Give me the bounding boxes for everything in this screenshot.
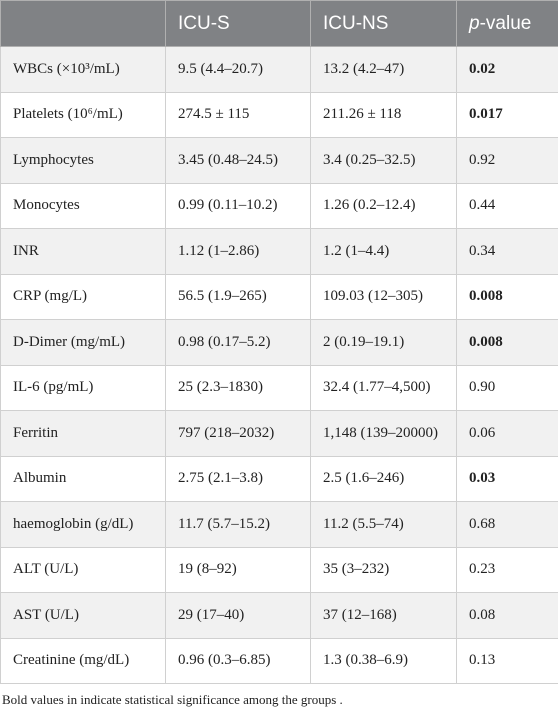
table-row: Platelets (10⁶/mL) 274.5 ± 115 211.26 ± 11… (0, 91, 558, 138)
table-cell: 0.06 (456, 410, 558, 457)
table-cell: 0.03 (456, 455, 558, 502)
table-cell: AST (U/L) (0, 592, 166, 639)
table-cell: 0.96 (0.3–6.85) (165, 637, 311, 684)
table-row: haemoglobin (g/dL) 11.7 (5.7–15.2) 11.2 (5… (0, 501, 558, 548)
table-cell: 25 (2.3–1830) (165, 364, 311, 411)
header-cell: ICU-S (165, 0, 311, 47)
table-cell: 35 (3–232) (310, 546, 457, 593)
table-cell: 1.3 (0.38–6.9) (310, 637, 457, 684)
table-cell: 0.92 (456, 137, 558, 184)
table-cell: 9.5 (4.4–20.7) (165, 46, 311, 93)
table-cell: 11.2 (5.5–74) (310, 501, 457, 548)
header-row: ICU-S ICU-NS p-value (0, 0, 558, 47)
table-cell: 37 (12–168) (310, 592, 457, 639)
header-cell: p-value (456, 0, 558, 47)
table-cell: 211.26 ± 118 (310, 91, 457, 138)
table-cell: 56.5 (1.9–265) (165, 273, 311, 320)
header-text: ICU-S (178, 12, 230, 34)
table-cell: 0.008 (456, 319, 558, 366)
table-cell: 2.75 (2.1–3.8) (165, 455, 311, 502)
table-cell: 0.08 (456, 592, 558, 639)
table-cell: haemoglobin (g/dL) (0, 501, 166, 548)
table-cell: 19 (8–92) (165, 546, 311, 593)
table-cell: Lymphocytes (0, 137, 166, 184)
table-cell: Albumin (0, 455, 166, 502)
table-cell: 0.008 (456, 273, 558, 320)
table-cell: 3.4 (0.25–32.5) (310, 137, 457, 184)
footnote: Bold values in indicate statistical sign… (2, 692, 343, 707)
table-cell: IL-6 (pg/mL) (0, 364, 166, 411)
table-cell: 0.017 (456, 91, 558, 138)
table-row: Lymphocytes 3.45 (0.48–24.5) 3.4 (0.25–32.… (0, 137, 558, 184)
table-cell: 1.2 (1–4.4) (310, 228, 457, 275)
table-cell: 0.98 (0.17–5.2) (165, 319, 311, 366)
table-cell: 0.23 (456, 546, 558, 593)
table-cell: 2.5 (1.6–246) (310, 455, 457, 502)
table-row: CRP (mg/L) 56.5 (1.9–265) 109.03 (12–305) 0… (0, 273, 558, 320)
table-cell: 29 (17–40) (165, 592, 311, 639)
table-cell: Monocytes (0, 182, 166, 229)
table-cell: 1.26 (0.2–12.4) (310, 182, 457, 229)
table-cell: 0.44 (456, 182, 558, 229)
table-cell: 2 (0.19–19.1) (310, 319, 457, 366)
table-cell: 3.45 (0.48–24.5) (165, 137, 311, 184)
table-cell: 274.5 ± 115 (165, 91, 311, 138)
table-cell: CRP (mg/L) (0, 273, 166, 320)
table-row: ALT (U/L) 19 (8–92) 35 (3–232) 0.23 (0, 546, 558, 593)
table-cell: 0.02 (456, 46, 558, 93)
header-text: -value (479, 12, 532, 34)
table-cell: Creatinine (mg/dL) (0, 637, 166, 684)
table-cell: 0.13 (456, 637, 558, 684)
table-cell: 11.7 (5.7–15.2) (165, 501, 311, 548)
table-cell: 32.4 (1.77–4,500) (310, 364, 457, 411)
table-cell: 0.90 (456, 364, 558, 411)
table-cell: 0.68 (456, 501, 558, 548)
table-row: Ferritin 797 (218–2032) 1,148 (139–20000) 0… (0, 410, 558, 457)
table-cell: WBCs (×10³/mL) (0, 46, 166, 93)
table-cell: 0.34 (456, 228, 558, 275)
table-row: Creatinine (mg/dL) 0.96 (0.3–6.85) 1.3 (0.… (0, 637, 558, 684)
table-row: D-Dimer (mg/mL) 0.98 (0.17–5.2) 2 (0.19–19… (0, 319, 558, 366)
header-text: ICU-NS (323, 12, 389, 34)
table-row: Albumin 2.75 (2.1–3.8) 2.5 (1.6–246) 0.03 (0, 455, 558, 502)
table-row: IL-6 (pg/mL) 25 (2.3–1830) 32.4 (1.77–4,50… (0, 364, 558, 411)
table-cell: INR (0, 228, 166, 275)
table-row: INR 1.12 (1–2.86) 1.2 (1–4.4) 0.34 (0, 228, 558, 275)
header-italic: p (469, 12, 480, 34)
header-cell: ICU-NS (310, 0, 457, 47)
table-row: Monocytes 0.99 (0.11–10.2) 1.26 (0.2–12.4)… (0, 182, 558, 229)
table-cell: 1,148 (139–20000) (310, 410, 457, 457)
table-cell: ALT (U/L) (0, 546, 166, 593)
table-row: AST (U/L) 29 (17–40) 37 (12–168) 0.08 (0, 592, 558, 639)
table-cell: Ferritin (0, 410, 166, 457)
table-cell: 1.12 (1–2.86) (165, 228, 311, 275)
table-cell: 13.2 (4.2–47) (310, 46, 457, 93)
table-cell: D-Dimer (mg/mL) (0, 319, 166, 366)
header-cell (0, 0, 166, 47)
table-cell: 0.99 (0.11–10.2) (165, 182, 311, 229)
table-cell: 797 (218–2032) (165, 410, 311, 457)
data-table: ICU-S ICU-NS p-value WBCs (×10³/mL) 9.5 (4.… (0, 0, 558, 684)
table-cell: Platelets (10⁶/mL) (0, 91, 166, 138)
table-cell: 109.03 (12–305) (310, 273, 457, 320)
table-row: WBCs (×10³/mL) 9.5 (4.4–20.7) 13.2 (4.2–47… (0, 46, 558, 93)
